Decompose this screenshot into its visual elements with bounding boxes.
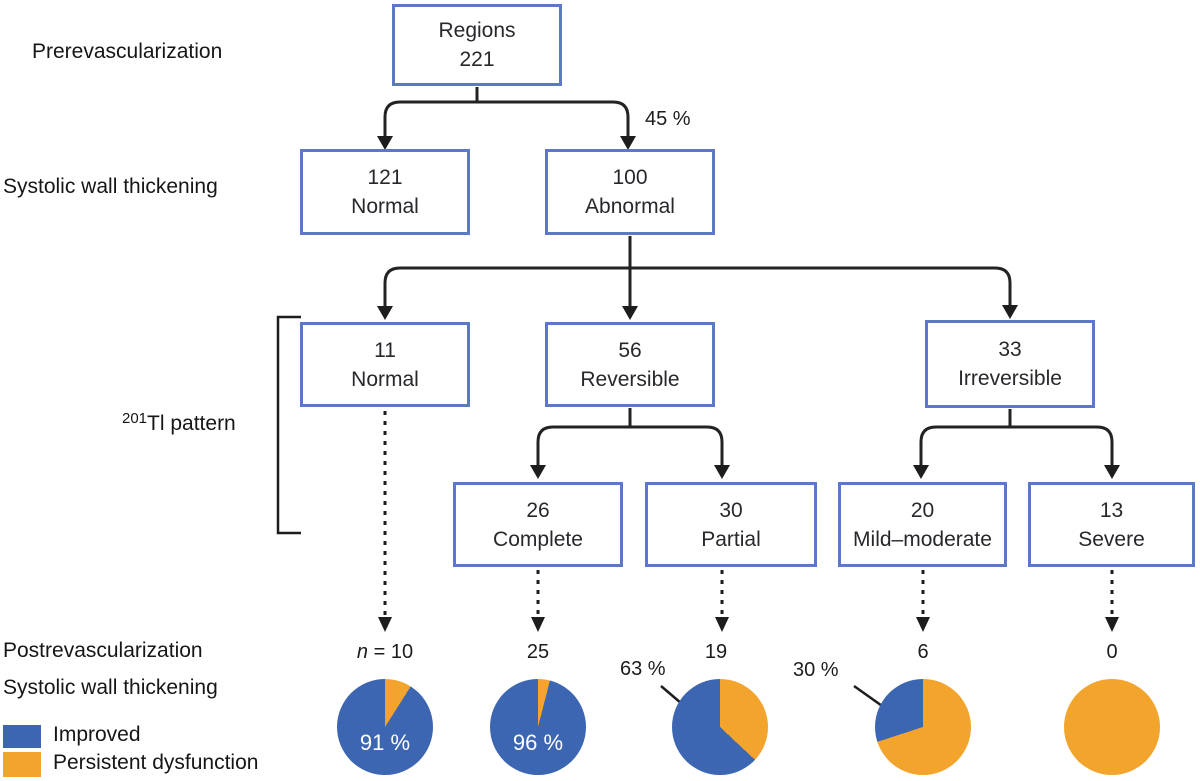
node-regions-line1: Regions (438, 19, 516, 42)
arrowhead-tl-normal (377, 306, 393, 320)
n-value: = 10 (368, 641, 414, 663)
pie-count-label-severe: 0 (1106, 641, 1118, 663)
connector-reversible-right (630, 425, 724, 466)
pie-chart-mild-moderate (875, 679, 971, 775)
pie-chart-complete: 96 % (490, 679, 586, 775)
pie-inner-percent-tl-normal: 91 % (359, 730, 411, 755)
node-swt-normal-count: 121 (367, 166, 403, 189)
arrowhead-severe (1104, 465, 1120, 479)
pie-chart-severe (1064, 679, 1160, 775)
pie-chart-tl-normal: 91 % (337, 679, 433, 775)
node-swt-abnormal-label: Abnormal (585, 195, 675, 218)
pie-count-label-partial: 19 (704, 641, 728, 663)
arrowhead-swt-abnormal (620, 136, 636, 150)
node-mild-moderate-label: Mild–moderate (853, 527, 992, 551)
node-box-severe: 13 Severe (1028, 482, 1195, 567)
arrowhead-swt-normal (377, 136, 393, 150)
node-partial-count: 30 (719, 498, 743, 522)
node-swt-abnormal-count: 100 (612, 166, 648, 189)
pie-count-label-mild-moderate: 6 (917, 641, 929, 663)
node-box-tl-irreversible: 33 Irreversible (925, 320, 1095, 408)
node-regions-line2: 221 (459, 48, 495, 71)
tl-isotope-superscript: 201 (122, 410, 148, 427)
connector-regions-right (477, 100, 630, 137)
node-box-mild-moderate: 20 Mild–moderate (838, 482, 1007, 567)
node-severe-label: Severe (1078, 527, 1145, 551)
pie-inner-percent-complete: 96 % (512, 730, 564, 755)
node-box-swt-abnormal: 100 Abnormal (545, 149, 715, 235)
arrowhead-tl-reversible (622, 306, 638, 320)
row-label-tl-pattern: 201Tl pattern (122, 410, 236, 436)
tl-pattern-bracket (276, 315, 301, 535)
connector-abnormal-right (630, 266, 1012, 306)
node-box-tl-reversible: 56 Reversible (545, 322, 715, 407)
legend-swatch-improved (3, 725, 41, 748)
row-label-systolic-wall-thickening-post: Systolic wall thickening (3, 676, 218, 699)
node-complete-count: 26 (526, 498, 550, 522)
node-box-swt-normal: 121 Normal (300, 149, 470, 235)
node-box-partial: 30 Partial (645, 482, 817, 567)
pie-count-label-tl-normal: n = 10 (357, 641, 413, 664)
node-tl-normal-count: 11 (374, 338, 396, 362)
connector-regions-left (383, 100, 477, 137)
stat-partial-improved-percent: 63 % (620, 658, 666, 680)
node-box-complete: 26 Complete (453, 482, 623, 567)
stat-abnormal-percent: 45 % (645, 108, 691, 130)
connector-abnormal-left (383, 266, 630, 307)
node-mild-moderate-count: 20 (910, 498, 935, 522)
node-box-regions: Regions 221 (392, 4, 562, 86)
node-box-tl-normal: 11 Normal (300, 322, 470, 407)
pie-chart-partial (672, 679, 768, 775)
node-severe-count: 13 (1099, 498, 1124, 522)
pie-count-label-complete: 25 (526, 641, 550, 663)
node-tl-normal-label: Normal (351, 367, 419, 391)
stat-mild-improved-percent: 30 % (793, 659, 839, 681)
arrowhead-pie-partial (715, 617, 729, 632)
node-tl-irreversible-count: 33 (998, 338, 1022, 361)
arrowhead-tl-irreversible (1002, 305, 1018, 319)
legend-swatch-persistent-dysfunction (3, 752, 41, 777)
arrowhead-complete (530, 465, 546, 479)
node-tl-reversible-label: Reversible (580, 367, 680, 391)
row-label-systolic-wall-thickening: Systolic wall thickening (3, 175, 218, 198)
n-variable: n (356, 641, 369, 663)
arrowhead-pie-severe (1105, 617, 1119, 632)
connector-reversible-left (536, 425, 630, 466)
arrowhead-pie-tl-normal (378, 617, 392, 632)
arrowhead-pie-complete (531, 617, 545, 632)
legend-label-persistent-dysfunction: Persistent dysfunction (53, 751, 259, 774)
row-label-postrevascularization: Postrevascularization (3, 639, 203, 662)
connector-irreversible-right (1010, 425, 1114, 466)
tl-pattern-text: Tl pattern (147, 412, 236, 435)
row-label-prerevascularization: Prerevascularization (32, 40, 223, 63)
arrowhead-mild-moderate (913, 465, 929, 479)
node-partial-label: Partial (701, 527, 761, 551)
arrowhead-pie-mild-moderate (916, 617, 930, 632)
connector-irreversible-left (919, 425, 1010, 466)
node-tl-reversible-count: 56 (618, 338, 642, 362)
node-tl-irreversible-label: Irreversible (958, 367, 1062, 390)
node-swt-normal-label: Normal (351, 195, 419, 218)
legend-label-improved: Improved (53, 723, 141, 746)
node-complete-label: Complete (493, 527, 583, 551)
arrowhead-partial (714, 465, 730, 479)
